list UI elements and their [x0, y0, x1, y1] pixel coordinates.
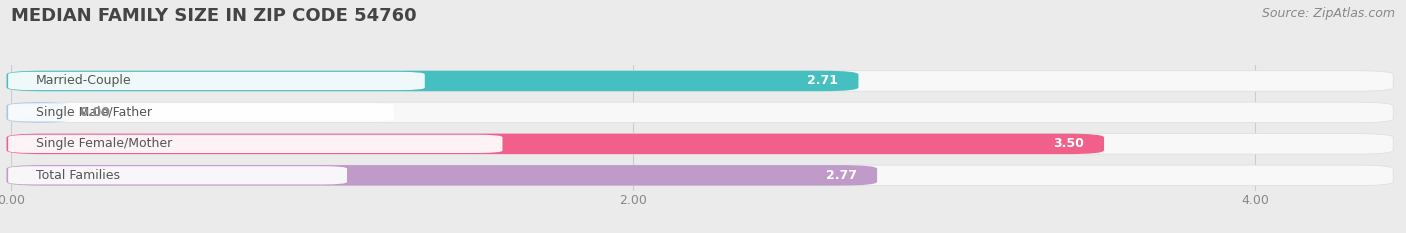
Text: Source: ZipAtlas.com: Source: ZipAtlas.com	[1261, 7, 1395, 20]
FancyBboxPatch shape	[8, 103, 394, 122]
FancyBboxPatch shape	[7, 134, 1104, 154]
Text: 3.50: 3.50	[1053, 137, 1084, 150]
Text: Single Male/Father: Single Male/Father	[37, 106, 152, 119]
FancyBboxPatch shape	[8, 166, 347, 185]
FancyBboxPatch shape	[7, 71, 859, 91]
FancyBboxPatch shape	[7, 102, 1393, 123]
FancyBboxPatch shape	[7, 134, 1393, 154]
Text: MEDIAN FAMILY SIZE IN ZIP CODE 54760: MEDIAN FAMILY SIZE IN ZIP CODE 54760	[11, 7, 416, 25]
FancyBboxPatch shape	[7, 71, 1393, 91]
Text: 2.71: 2.71	[807, 75, 838, 87]
Text: Single Female/Mother: Single Female/Mother	[37, 137, 173, 150]
Text: 2.77: 2.77	[825, 169, 856, 182]
FancyBboxPatch shape	[7, 165, 1393, 185]
FancyBboxPatch shape	[8, 72, 425, 90]
Text: 0.00: 0.00	[80, 106, 111, 119]
Text: Total Families: Total Families	[37, 169, 120, 182]
FancyBboxPatch shape	[7, 165, 877, 185]
Text: Married-Couple: Married-Couple	[37, 75, 132, 87]
FancyBboxPatch shape	[8, 135, 502, 153]
FancyBboxPatch shape	[7, 102, 72, 123]
